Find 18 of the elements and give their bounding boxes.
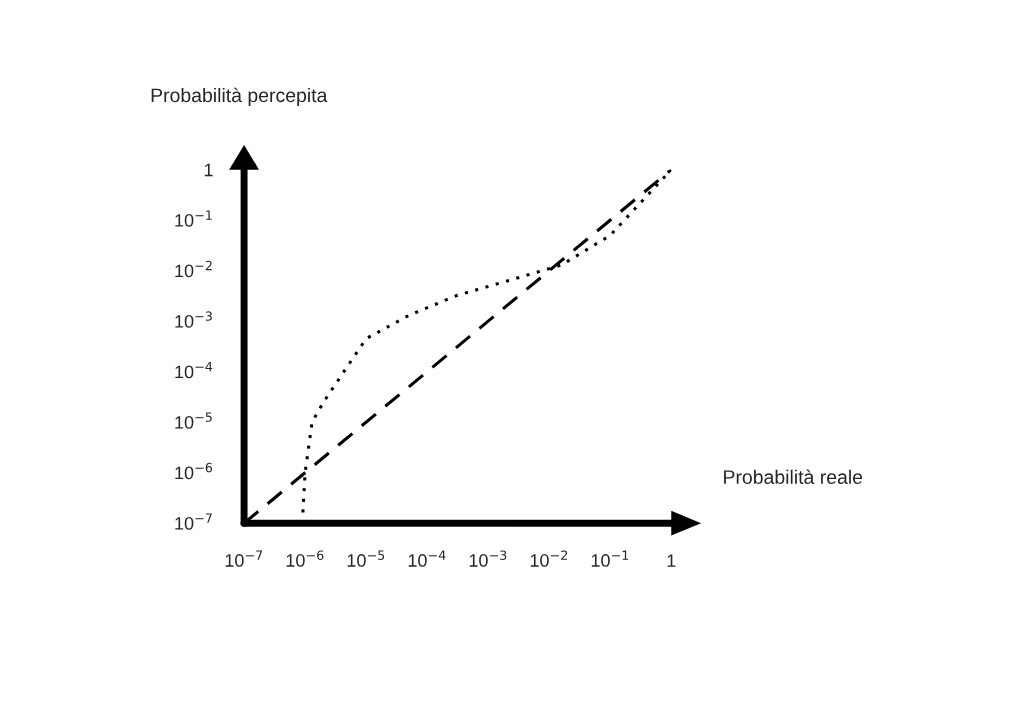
x-tick-label: 10$^{−3}$ [469,550,507,567]
y-tick-label: 10$^{−6}$ [175,462,213,480]
y-tick-label: 1 [204,163,213,177]
x-tick-label: 1 [667,554,676,567]
x-tick-label: 10$^{−4}$ [408,550,446,567]
x-tick-label: 10$^{−7}$ [225,550,263,567]
y-tick-label: 10$^{−5}$ [175,412,212,429]
x-tick-label: 10$^{−1}$ [591,550,629,567]
x-tick-label: 10$^{−2}$ [530,550,568,567]
y-axis-title: Probabilità percepita [151,87,328,107]
y-tick-label: 10$^{−2}$ [175,260,212,278]
y-tick-label: 10$^{−3}$ [175,311,212,328]
y-tick-label: 10$^{−1}$ [175,210,212,227]
x-axis-title: Probabilità reale [724,469,863,484]
x-tick-label: 10$^{−6}$ [286,550,324,567]
y-tick-label: 10$^{−7}$ [175,513,212,530]
x-tick-label: 10$^{−5}$ [347,550,385,567]
y-tick-label: 10$^{−4}$ [175,361,213,379]
